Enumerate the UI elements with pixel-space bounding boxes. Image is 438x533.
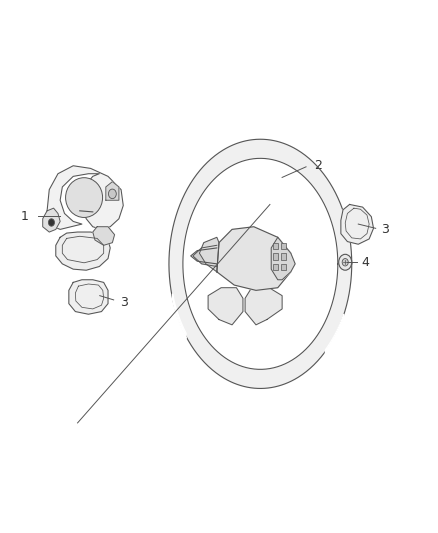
Polygon shape: [169, 139, 352, 389]
Circle shape: [109, 189, 116, 199]
FancyBboxPatch shape: [273, 253, 278, 260]
Polygon shape: [271, 237, 295, 280]
Polygon shape: [245, 288, 282, 325]
Text: 3: 3: [120, 296, 128, 309]
Polygon shape: [47, 166, 123, 229]
Text: 2: 2: [314, 159, 322, 172]
Polygon shape: [56, 232, 110, 270]
Polygon shape: [43, 208, 60, 232]
FancyBboxPatch shape: [281, 264, 286, 270]
Circle shape: [48, 219, 54, 226]
Polygon shape: [199, 237, 219, 272]
Ellipse shape: [66, 177, 102, 217]
Polygon shape: [183, 158, 338, 369]
FancyBboxPatch shape: [281, 243, 286, 249]
Text: 1: 1: [21, 209, 28, 223]
Text: 3: 3: [381, 223, 389, 236]
Polygon shape: [193, 245, 217, 266]
Polygon shape: [93, 227, 115, 245]
Polygon shape: [69, 280, 108, 314]
FancyBboxPatch shape: [281, 253, 286, 260]
Circle shape: [339, 254, 352, 270]
Polygon shape: [208, 288, 243, 325]
Text: 4: 4: [362, 256, 370, 269]
Polygon shape: [217, 227, 291, 290]
Polygon shape: [106, 182, 119, 200]
FancyBboxPatch shape: [273, 243, 278, 249]
Polygon shape: [341, 205, 374, 244]
FancyBboxPatch shape: [273, 264, 278, 270]
Circle shape: [342, 259, 348, 266]
